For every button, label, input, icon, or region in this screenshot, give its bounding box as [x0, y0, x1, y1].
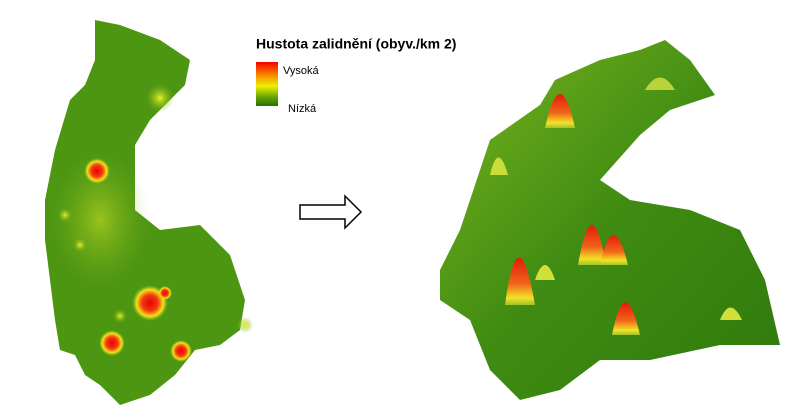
- hotspot: [84, 158, 110, 184]
- density-area: [146, 84, 174, 112]
- hill: [720, 307, 742, 320]
- terrain-shape: [440, 40, 780, 400]
- peak: [505, 257, 535, 305]
- peak: [545, 94, 575, 128]
- hill: [490, 157, 508, 175]
- legend: Hustota zalidnění (obyv./km 2) Vysoká Ní…: [256, 36, 456, 115]
- legend-title: Hustota zalidnění (obyv./km 2): [256, 36, 456, 52]
- peak: [612, 302, 640, 335]
- right-map: [440, 40, 780, 400]
- legend-high: Vysoká: [283, 65, 320, 77]
- region-shape: [45, 20, 245, 405]
- hill: [535, 265, 555, 280]
- arrow: [299, 194, 363, 230]
- density-area: [58, 208, 72, 222]
- density-area: [50, 150, 150, 290]
- left-map: [45, 20, 253, 405]
- peak: [600, 235, 628, 265]
- hotspot: [158, 286, 172, 300]
- legend-low: Nízká: [288, 103, 317, 115]
- density-area: [113, 309, 127, 323]
- arrow-shape: [299, 194, 363, 230]
- peak: [578, 225, 606, 265]
- hotspot: [99, 330, 125, 356]
- hotspot: [170, 340, 192, 362]
- density-area: [237, 317, 253, 333]
- density-area: [73, 238, 87, 252]
- hill: [645, 77, 675, 90]
- legend-gradient: [256, 62, 278, 106]
